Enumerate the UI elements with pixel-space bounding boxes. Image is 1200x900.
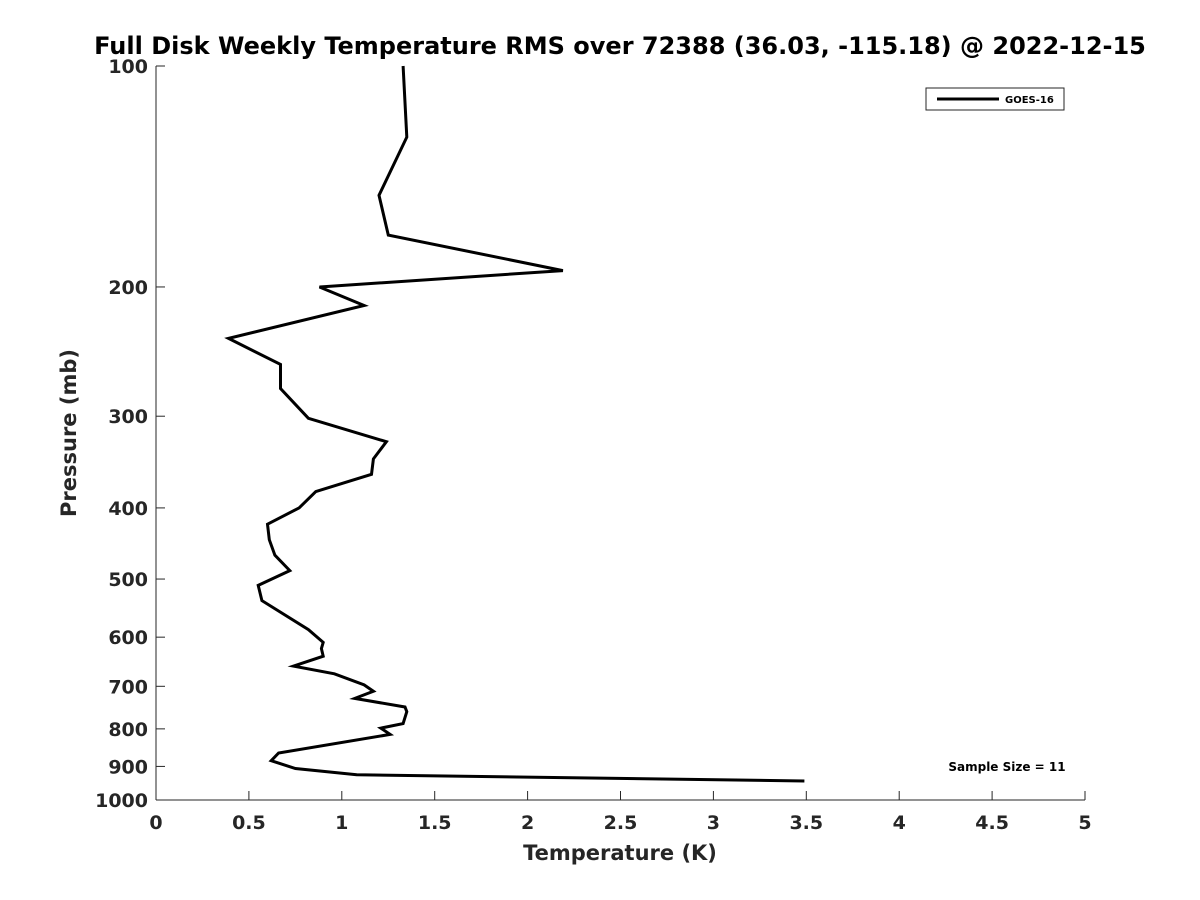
x-axis-label: Temperature (K)	[523, 841, 717, 865]
y-tick-label: 800	[108, 719, 148, 741]
legend: GOES-16	[925, 87, 1065, 111]
x-tick-label: 0	[149, 812, 162, 834]
y-tick-label: 600	[108, 627, 148, 649]
x-axis-ticks: 0 0.5 1 1.5 2 2.5 3 3.5 4 4.5 5	[149, 791, 1092, 834]
y-tick-label: 300	[108, 406, 148, 428]
x-tick-label: 1.5	[418, 812, 452, 834]
y-tick-label: 700	[108, 676, 148, 698]
legend-label-goes-16: GOES-16	[1005, 95, 1054, 106]
x-tick-label: 4.5	[975, 812, 1009, 834]
y-tick-label: 1000	[95, 790, 148, 812]
x-tick-label: 3.5	[789, 812, 823, 834]
y-tick-label: 200	[108, 277, 148, 299]
sample-size-annotation: Sample Size = 11	[948, 760, 1065, 774]
y-tick-label: 500	[108, 569, 148, 591]
x-tick-label: 0.5	[232, 812, 266, 834]
y-tick-label: 400	[108, 498, 148, 520]
y-axis-label: Pressure (mb)	[57, 349, 81, 517]
x-tick-label: 2.5	[604, 812, 638, 834]
y-tick-label: 900	[108, 756, 148, 778]
series-line-goes-16	[224, 65, 805, 783]
x-tick-label: 5	[1078, 812, 1091, 834]
x-tick-label: 3	[707, 812, 720, 834]
x-tick-label: 2	[521, 812, 534, 834]
x-tick-label: 1	[335, 812, 348, 834]
series-layer	[224, 65, 805, 783]
chart-title: Full Disk Weekly Temperature RMS over 72…	[94, 32, 1146, 60]
y-axis-ticks: 100 200 300 400 500 600 700 800 900 1000	[95, 56, 165, 812]
y-tick-label: 100	[108, 56, 148, 78]
x-tick-label: 4	[893, 812, 906, 834]
